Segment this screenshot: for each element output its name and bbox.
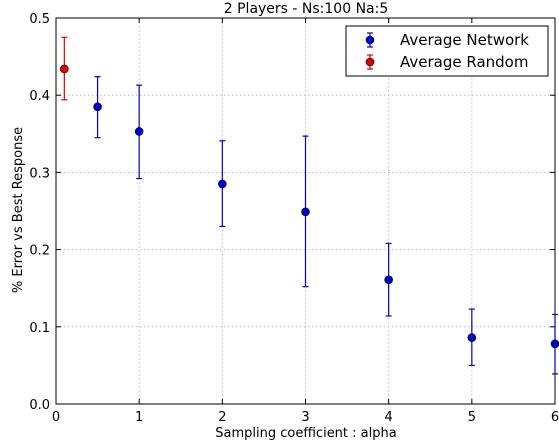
y-axis-label: % Error vs Best Response xyxy=(11,127,26,293)
x-axis-label: Sampling coefficient : alpha xyxy=(215,426,396,441)
x-tick-label: 1 xyxy=(135,410,143,425)
data-point xyxy=(134,127,144,136)
y-tick-label: 0.3 xyxy=(29,166,50,181)
legend-label: Average Random xyxy=(400,53,528,71)
data-point xyxy=(550,339,559,349)
data-point xyxy=(60,64,69,74)
legend: Average Network Average Random xyxy=(345,25,549,77)
axes: 0 1 2 3 4 5 6 0.0 0.1 0.2 0.3 0.4 0.5 xyxy=(29,12,559,425)
x-tick-label: 4 xyxy=(385,410,393,425)
data-point xyxy=(218,179,227,189)
x-tick-label: 6 xyxy=(551,410,559,425)
y-tick-label: 0.2 xyxy=(29,244,50,259)
data-point xyxy=(384,275,393,285)
x-tick-label: 5 xyxy=(468,410,476,425)
plot-frame xyxy=(55,17,556,405)
data-points xyxy=(60,36,559,375)
y-tick-label: 0.5 xyxy=(29,12,50,27)
y-tick-label: 0.1 xyxy=(29,321,50,336)
legend-box xyxy=(345,25,549,77)
x-tick-label: 0 xyxy=(52,410,60,425)
legend-marker xyxy=(365,57,375,67)
data-point xyxy=(301,207,310,217)
legend-label: Average Network xyxy=(400,31,529,49)
chart-title: 2 Players - Ns:100 Na:5 xyxy=(224,1,389,17)
legend-marker xyxy=(365,35,375,45)
y-tick-label: 0.0 xyxy=(29,398,50,413)
data-point xyxy=(93,102,102,112)
y-tick-label: 0.4 xyxy=(29,89,50,104)
x-tick-label: 3 xyxy=(301,410,309,425)
x-tick-label: 2 xyxy=(218,410,226,425)
data-point xyxy=(467,333,477,342)
